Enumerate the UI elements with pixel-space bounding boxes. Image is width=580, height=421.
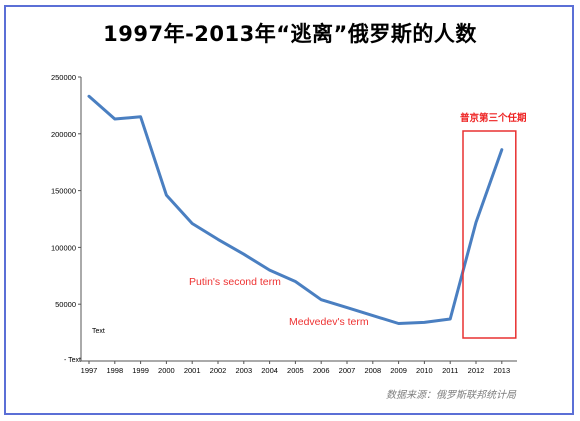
y-tick-label: 150000 (51, 187, 76, 196)
x-tick-label: 2013 (493, 366, 510, 375)
x-tick-label: 2002 (210, 366, 227, 375)
medvedev-term-label: Medvedev's term (289, 316, 369, 328)
chart-title: 1997年-2013年“逃离”俄罗斯的人数 (103, 22, 477, 46)
x-tick-label: 2003 (235, 366, 252, 375)
y-tick-label: 50000 (55, 300, 76, 309)
placeholder-text-label: Text (92, 328, 105, 335)
x-tick-label: 2009 (390, 366, 407, 375)
x-tick-label: 2007 (339, 366, 356, 375)
x-tick-label: 2000 (158, 366, 175, 375)
y-tick-label: 100000 (51, 243, 76, 252)
x-tick-label: 1997 (81, 366, 98, 375)
series-line (87, 94, 504, 325)
x-tick-label: 2012 (468, 366, 485, 375)
x-tick-label: 2011 (442, 366, 458, 375)
x-tick-label: 2005 (287, 366, 304, 375)
x-tick-label: 2001 (184, 366, 201, 375)
x-tick-label: 2004 (261, 366, 278, 375)
putin-third-term-label: 普京第三个任期 (460, 112, 527, 124)
chart-axes (80, 77, 517, 362)
axis-placeholder-label: - Text (64, 357, 81, 364)
y-tick-label: 200000 (51, 130, 76, 139)
putin-third-term-box (462, 130, 517, 339)
x-tick-label: 2010 (416, 366, 433, 375)
x-tick-label: 1998 (106, 366, 123, 375)
y-tick-labels: 250000 200000 150000 100000 50000 (51, 73, 81, 309)
putin-second-term-label: Putin's second term (189, 276, 281, 288)
x-tick-label: 2008 (364, 366, 381, 375)
data-source: 数据来源：俄罗斯联邦统计局 (386, 390, 516, 401)
x-tick-labels: 1997 1998 1999 2000 2001 2002 2003 2004 2005 2006… (81, 361, 510, 375)
y-tick-label: 250000 (51, 73, 76, 82)
x-tick-label: 2006 (313, 366, 330, 375)
x-tick-label: 1999 (132, 366, 149, 375)
